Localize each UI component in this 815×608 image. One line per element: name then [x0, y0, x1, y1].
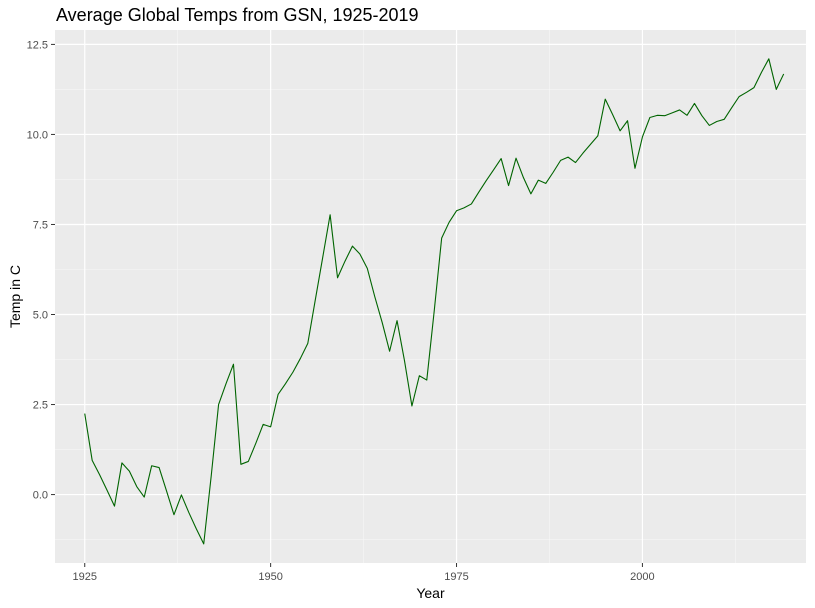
plot-panel — [55, 30, 806, 563]
y-tick-label: 10.0 — [27, 129, 48, 141]
grid-minor — [55, 30, 806, 563]
x-tick-label: 1975 — [444, 571, 468, 583]
y-tick-label: 12.5 — [27, 39, 48, 51]
y-tick-label: 7.5 — [33, 219, 48, 231]
y-tick-label: 2.5 — [33, 400, 48, 412]
series-line — [84, 58, 785, 545]
x-axis-title: Year — [416, 585, 445, 601]
y-axis-title: Temp in C — [7, 265, 23, 328]
x-axis: 1925 1950 1975 2000 — [73, 563, 655, 583]
x-tick-label: 2000 — [630, 571, 654, 583]
x-tick-label: 1925 — [73, 571, 97, 583]
grid-major — [55, 30, 806, 563]
chart-title: Average Global Temps from GSN, 1925-2019 — [56, 5, 419, 25]
y-axis: 0.0 2.5 5.0 7.5 10.0 12.5 — [27, 39, 55, 502]
y-tick-label: 0.0 — [33, 490, 48, 502]
x-tick-label: 1950 — [258, 571, 282, 583]
series-layer — [84, 58, 785, 545]
y-tick-label: 5.0 — [33, 310, 48, 322]
